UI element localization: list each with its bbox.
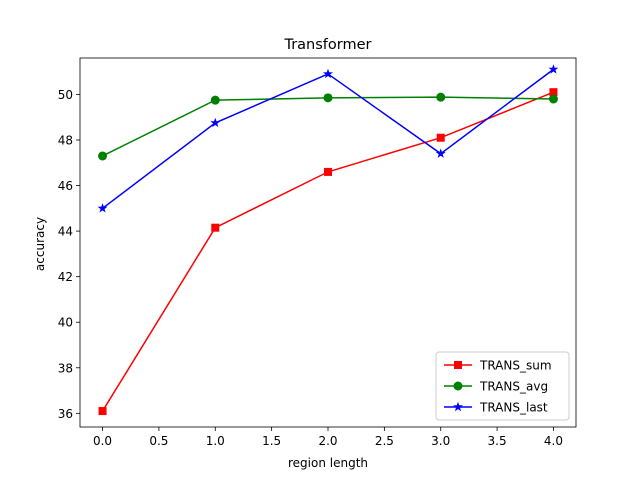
legend-swatch-marker bbox=[453, 381, 463, 391]
data-point bbox=[435, 148, 446, 158]
legend-entry: TRANS_last bbox=[479, 401, 548, 415]
data-point bbox=[210, 117, 221, 128]
legend: TRANS_sum TRANS_avg TRANS_last bbox=[435, 351, 570, 421]
data-point bbox=[548, 94, 558, 104]
x-tick-label: 3.0 bbox=[431, 434, 450, 448]
series-TRANS_avg bbox=[98, 92, 558, 161]
legend-swatch-marker bbox=[453, 401, 463, 412]
x-tick-label: 2.0 bbox=[318, 434, 337, 448]
data-point bbox=[548, 64, 559, 74]
y-tick-label: 50 bbox=[58, 88, 73, 102]
y-tick-label: 36 bbox=[58, 407, 73, 421]
series-layer bbox=[97, 64, 559, 416]
data-point bbox=[323, 68, 333, 79]
data-point bbox=[323, 93, 333, 103]
data-point bbox=[436, 133, 445, 142]
legend-entry: TRANS_sum bbox=[479, 359, 552, 373]
x-tick-label: 0.5 bbox=[149, 434, 168, 448]
x-axis-label: region length bbox=[288, 456, 368, 470]
series-TRANS_sum bbox=[98, 88, 558, 416]
y-axis-label: accuracy bbox=[33, 217, 47, 271]
data-point bbox=[98, 407, 107, 416]
y-tick-label: 46 bbox=[58, 179, 73, 193]
data-point bbox=[97, 203, 108, 213]
data-point bbox=[324, 167, 332, 176]
data-point bbox=[211, 223, 220, 232]
y-tick-label: 38 bbox=[58, 361, 73, 375]
x-tick-label: 4.0 bbox=[544, 434, 563, 448]
x-axis: 0.0 0.5 1.0 1.5 2.0 2.5 3.0 3.5 4.0 bbox=[93, 427, 563, 448]
legend-entry: TRANS_avg bbox=[479, 380, 548, 394]
x-tick-label: 2.5 bbox=[375, 434, 394, 448]
legend-swatch-marker bbox=[454, 361, 462, 369]
data-point bbox=[436, 92, 446, 102]
y-axis: 36 38 40 42 44 46 48 50 bbox=[58, 88, 80, 421]
x-tick-label: 1.0 bbox=[206, 434, 225, 448]
data-point bbox=[210, 95, 220, 105]
y-tick-label: 42 bbox=[58, 270, 73, 284]
data-point bbox=[98, 151, 108, 161]
y-tick-label: 48 bbox=[58, 134, 73, 148]
x-tick-label: 1.5 bbox=[262, 434, 281, 448]
y-tick-label: 40 bbox=[58, 316, 73, 330]
x-tick-label: 0.0 bbox=[93, 434, 112, 448]
y-tick-label: 44 bbox=[58, 225, 73, 239]
legend-box bbox=[435, 351, 570, 421]
chart-title: Transformer bbox=[283, 37, 371, 53]
data-point bbox=[549, 88, 558, 97]
x-tick-label: 3.5 bbox=[488, 434, 507, 448]
series-TRANS_last bbox=[97, 64, 559, 213]
